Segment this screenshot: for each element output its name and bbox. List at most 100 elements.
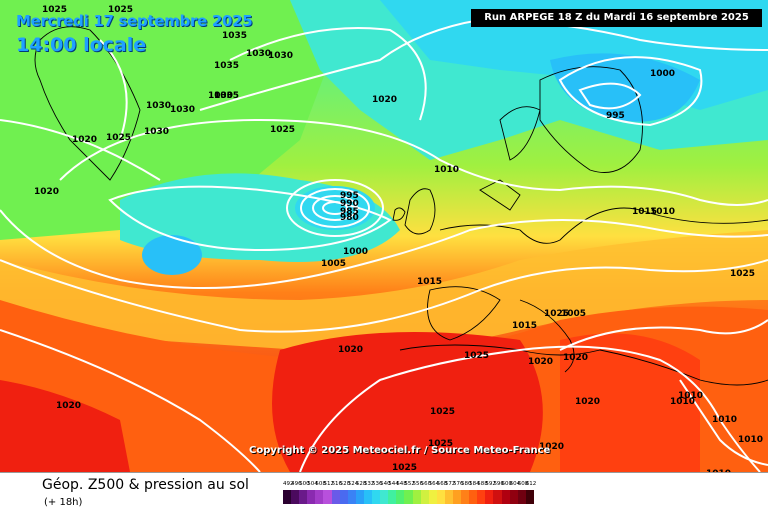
scale-tick: 524 <box>347 481 359 487</box>
scale-tick: 536 <box>372 481 383 487</box>
scale-tick: 532 <box>363 481 375 487</box>
isobars <box>0 18 768 472</box>
isobar-label: 1010 <box>650 207 675 217</box>
isobar-label: 1020 <box>372 95 397 105</box>
isobar-label: 1020 <box>528 357 553 367</box>
forecast-date: Mercredi 17 septembre 2025 <box>16 12 253 30</box>
scale-tick: 548 <box>396 481 407 487</box>
scale-swatch <box>299 490 308 504</box>
isobar-label: 1030 <box>208 91 233 101</box>
scale-tick: 600 <box>501 481 513 487</box>
isobar-label: 1020 <box>575 397 600 407</box>
isobar-label: 1005 <box>321 259 346 269</box>
isobar-label: 1025 <box>392 463 417 472</box>
isobar-label: 1030 <box>144 127 169 137</box>
isobar-label: 1030 <box>146 101 171 111</box>
isobar-label: 1025 <box>106 133 131 143</box>
scale-tick: 516 <box>331 481 343 487</box>
isobar-label: 1010 <box>678 391 703 401</box>
scale-tick: 500 <box>299 481 310 487</box>
scale-swatch <box>380 490 389 504</box>
scale-swatch <box>452 490 462 504</box>
scale-swatch <box>509 490 518 504</box>
scale-tick: 496 <box>291 481 302 487</box>
isobar-label: 1025 <box>108 5 133 15</box>
isobar-label: 990 <box>340 199 359 209</box>
scale-swatch <box>339 490 348 504</box>
scale-tick: 580 <box>461 481 472 487</box>
scale-tick: 492 <box>283 481 294 487</box>
scale-swatch <box>315 490 324 504</box>
scale-swatch <box>420 490 429 504</box>
scale-tick: 508 <box>315 481 326 487</box>
isobar-label: 1030 <box>170 105 195 115</box>
scale-tick: 584 <box>469 481 480 487</box>
isobar-label: 1005 <box>561 309 586 319</box>
scale-swatch <box>404 490 413 504</box>
scale-swatch <box>485 490 494 504</box>
scale-tick: 604 <box>509 481 521 487</box>
scale-tick: 544 <box>388 481 399 487</box>
scale-tick: 576 <box>452 481 464 487</box>
scale-tick: 560 <box>420 481 432 487</box>
scale-tick: 572 <box>444 481 456 487</box>
scale-swatch <box>291 490 300 504</box>
scale-swatch <box>477 490 486 504</box>
scale-tick: 568 <box>436 481 448 487</box>
isobar-label: 1035 <box>214 91 239 101</box>
isobar-label: 1000 <box>650 69 675 79</box>
isobar-label: 1020 <box>563 353 588 363</box>
scale-tick: 540 <box>380 481 391 487</box>
scale-swatch <box>428 490 437 504</box>
scale-swatch <box>436 490 445 504</box>
scale-swatch <box>323 490 332 504</box>
isobar-label: 1010 <box>670 397 695 407</box>
scale-swatch <box>283 490 292 504</box>
scale-swatch <box>444 490 453 504</box>
scale-tick: 564 <box>428 481 440 487</box>
scale-swatch <box>412 490 421 504</box>
isobar-label: 1035 <box>222 31 247 41</box>
isobar-label: 1020 <box>56 401 81 411</box>
isobar-label: 1030 <box>246 49 271 59</box>
scale-swatch <box>388 490 397 504</box>
isobar-label: 1010 <box>738 435 763 445</box>
scale-tick: 596 <box>493 481 504 487</box>
model-run-banner: Run ARPEGE 18 Z du Mardi 16 septembre 20… <box>471 9 762 27</box>
scale-swatch <box>396 490 405 504</box>
scale-tick: 588 <box>477 481 488 487</box>
isobar-label: 1020 <box>72 135 97 145</box>
isobar-label: 1000 <box>343 247 368 257</box>
isobar-label: 1025 <box>430 407 455 417</box>
scale-swatch <box>347 490 356 504</box>
isobar-label: 980 <box>340 213 359 223</box>
scale-tick: 504 <box>307 481 318 487</box>
scale-tick: 608 <box>517 481 529 487</box>
scale-tick: 612 <box>525 481 537 487</box>
scale-swatch <box>501 490 510 504</box>
isobar-label: 985 <box>340 207 359 217</box>
isobar-label: 1010 <box>434 165 459 175</box>
scale-swatch <box>307 490 316 504</box>
forecast-lead-time: (+ 18h) <box>44 497 83 508</box>
isobar-label: 1025 <box>428 439 453 449</box>
isobar-label: 1025 <box>270 125 295 135</box>
isobar-label: 1015 <box>512 321 537 331</box>
scale-tick: 592 <box>485 481 496 487</box>
scale-tick: 512 <box>323 481 334 487</box>
copyright-notice: Copyright © 2025 Meteociel.fr / Source M… <box>249 445 551 456</box>
isobar-label: 1035 <box>214 61 239 71</box>
isobar-labels: 1025 102510351035103010301035103010301030… <box>34 5 763 472</box>
scale-swatch <box>355 490 364 504</box>
weather-map: 1025 102510351035103010301035103010301030… <box>0 0 768 472</box>
isobar-label: 1010 <box>712 415 737 425</box>
scale-swatch <box>493 490 502 504</box>
scale-swatch <box>331 490 340 504</box>
isobar-label: 1025 <box>544 309 569 319</box>
isobar-label: 1010 <box>706 469 731 472</box>
scale-tick: 520 <box>339 481 351 487</box>
color-scale: 492 496 500 504 508 512 516 520 524 528 532 536 540 5… <box>283 481 537 504</box>
scale-swatch <box>469 490 478 504</box>
scale-swatch <box>372 490 381 504</box>
scale-swatch <box>461 490 470 504</box>
